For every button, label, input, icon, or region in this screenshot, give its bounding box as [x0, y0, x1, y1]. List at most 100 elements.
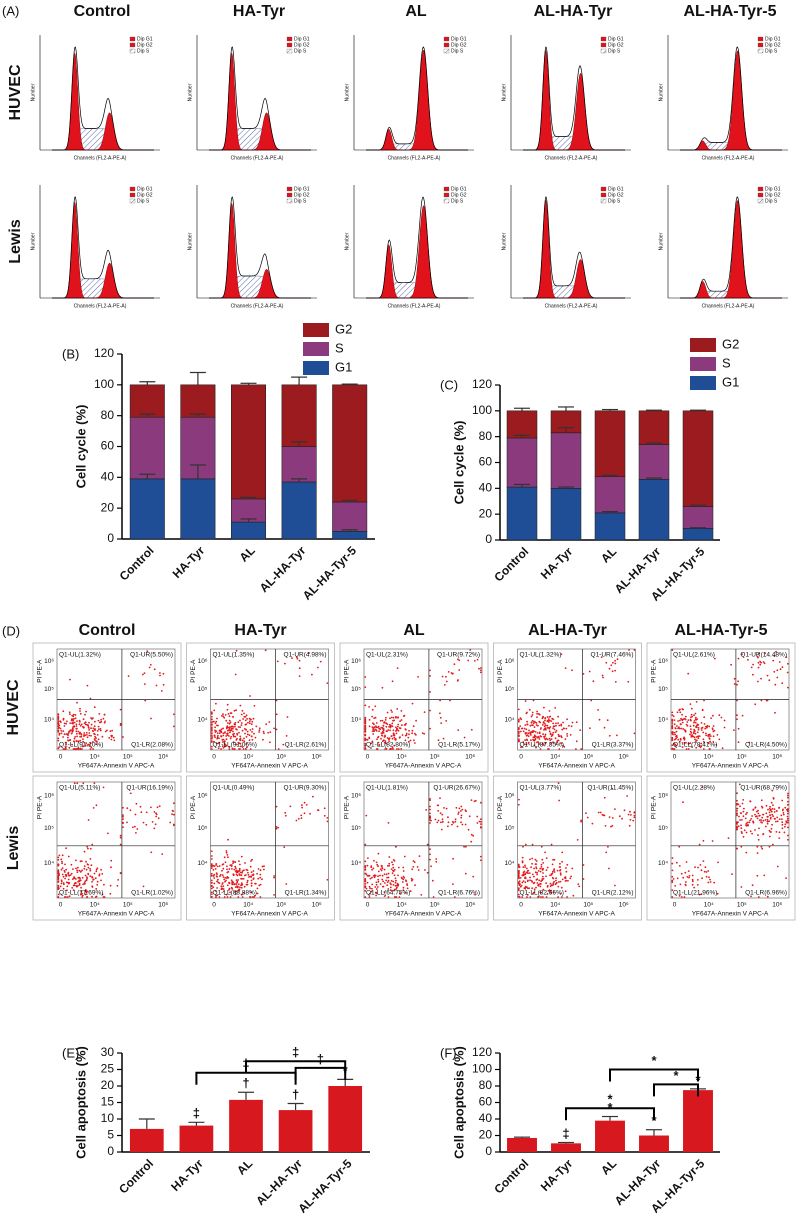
legend-swatch	[303, 361, 329, 375]
scatter-point	[109, 730, 112, 733]
scatter-point	[539, 891, 542, 894]
scatter-point	[397, 866, 400, 869]
y-tick-label: 60	[101, 439, 115, 453]
scatter-point	[296, 657, 299, 660]
y-tick-label: 10⁶	[505, 793, 515, 800]
legend-swatch	[286, 42, 293, 48]
scatter-point	[364, 866, 367, 869]
scatter-point	[317, 809, 320, 812]
scatter-point	[103, 713, 106, 716]
y-tick-label: 10⁴	[197, 716, 207, 723]
scatter-point	[547, 718, 550, 720]
bracket-label: *	[673, 1068, 679, 1083]
g2-peak	[680, 199, 782, 299]
scatter-point	[548, 710, 551, 712]
scatter-point	[703, 699, 705, 702]
scatter-point	[81, 894, 84, 897]
scatter-point	[717, 861, 719, 864]
scatter-point	[323, 807, 326, 810]
scatter-point	[238, 867, 241, 870]
scatter-point	[238, 870, 240, 873]
scatter-point	[439, 716, 442, 719]
scatter-point	[702, 748, 705, 750]
scatter-point	[708, 737, 711, 739]
scatter-point	[781, 799, 784, 802]
scatter-point	[89, 869, 92, 872]
scatter-point	[263, 868, 265, 871]
scatter-point	[364, 843, 367, 846]
scatter-point	[557, 885, 560, 888]
scatter-point	[84, 744, 87, 747]
scatter-point	[323, 814, 326, 817]
scatter-point	[388, 725, 390, 728]
scatter-point	[430, 819, 432, 822]
scatter-point	[377, 878, 380, 881]
scatter-point	[772, 659, 775, 662]
scatter-point	[380, 737, 382, 740]
scatter-point	[468, 815, 471, 818]
scatter-point	[214, 868, 217, 870]
scatter-point	[84, 721, 87, 724]
scatter-point	[368, 736, 371, 739]
scatter-point	[517, 863, 520, 866]
y-tick-label: 10	[101, 1111, 115, 1125]
scatter-point	[786, 671, 789, 674]
scatter-point	[67, 736, 69, 739]
scatter-point	[776, 669, 779, 672]
scatter-point	[78, 876, 81, 879]
scatter-point	[612, 661, 614, 664]
scatter-point	[217, 747, 220, 750]
scatter-point	[429, 798, 431, 800]
y-axis-label: Number	[658, 83, 664, 101]
scatter-point	[210, 884, 213, 887]
scatter-point	[387, 888, 390, 890]
scatter-point	[535, 746, 537, 749]
scatter-point	[461, 823, 464, 826]
scatter-point	[227, 713, 230, 715]
scatter-point	[72, 868, 74, 870]
scatter-point	[326, 817, 329, 819]
scatter-point	[135, 802, 138, 805]
y-axis-label: PI PE-A	[190, 795, 197, 819]
scatter-point	[737, 741, 740, 744]
scatter-point	[248, 739, 251, 742]
scatter-point	[712, 714, 714, 717]
scatter-point	[773, 811, 776, 813]
scatter-point	[633, 814, 636, 817]
scatter-point	[568, 724, 570, 727]
scatter-point	[785, 821, 788, 824]
bar-segment	[180, 384, 216, 418]
scatter-point	[210, 893, 213, 895]
scatter-point	[273, 894, 275, 896]
scatter-point	[540, 727, 542, 729]
scatter-point	[736, 827, 738, 829]
y-tick-label: 80	[101, 408, 115, 422]
scatter-point	[778, 818, 781, 820]
scatter-point	[758, 652, 760, 655]
scatter-point	[388, 740, 390, 742]
scatter-point	[704, 727, 707, 730]
y-tick-label: 10⁶	[44, 658, 54, 665]
scatter-point	[397, 729, 400, 732]
scatter-point	[628, 649, 630, 651]
scatter-point	[762, 813, 765, 816]
scatter-point	[671, 718, 674, 721]
scatter-point	[704, 866, 707, 869]
scatter-point	[556, 869, 559, 872]
scatter-point	[699, 746, 702, 749]
column-title: Control	[74, 3, 131, 20]
scatter-point	[544, 717, 547, 719]
scatter-point	[672, 878, 675, 880]
scatter-point	[530, 721, 533, 724]
scatter-point	[213, 709, 216, 712]
scatter-point	[633, 732, 636, 735]
scatter-point	[393, 736, 396, 739]
scatter-point	[680, 727, 683, 730]
scatter-point	[787, 794, 789, 797]
scatter-point	[235, 728, 237, 730]
scatter-point	[119, 843, 122, 846]
scatter-point	[610, 664, 613, 667]
scatter-point	[244, 719, 247, 722]
scatter-point	[374, 716, 377, 719]
